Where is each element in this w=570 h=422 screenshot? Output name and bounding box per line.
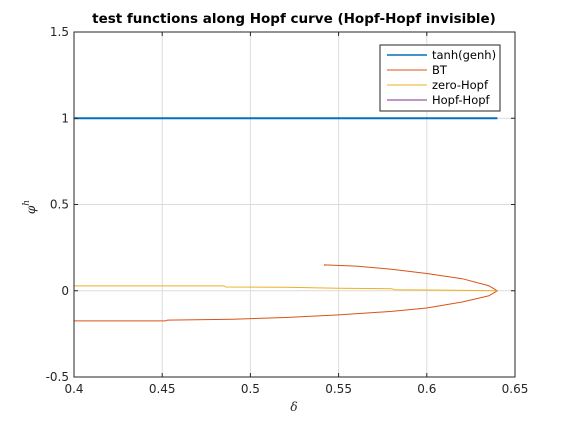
y-tick-label: 0.5 (50, 198, 69, 212)
x-tick-label: 0.4 (64, 382, 83, 396)
x-tick-label: 0.5 (241, 382, 260, 396)
x-axis-label: δ (290, 400, 297, 414)
x-tick-label: 0.65 (502, 382, 529, 396)
chart-title: test functions along Hopf curve (Hopf-Ho… (92, 11, 496, 27)
legend-label: tanh(genh) (432, 48, 496, 62)
x-tick-label: 0.55 (325, 382, 352, 396)
x-tick-label: 0.45 (149, 382, 176, 396)
y-tick-label: 1.5 (50, 25, 69, 39)
y-tick-label: -0.5 (46, 370, 69, 384)
legend-label: Hopf-Hopf (432, 93, 491, 107)
y-axis-label-superscript: h (22, 200, 32, 206)
y-tick-label: 0 (61, 284, 69, 298)
x-tick-label: 0.6 (417, 382, 436, 396)
legend-label: BT (432, 63, 448, 77)
legend-label: zero-Hopf (432, 78, 489, 92)
y-tick-label: 1 (61, 111, 69, 125)
